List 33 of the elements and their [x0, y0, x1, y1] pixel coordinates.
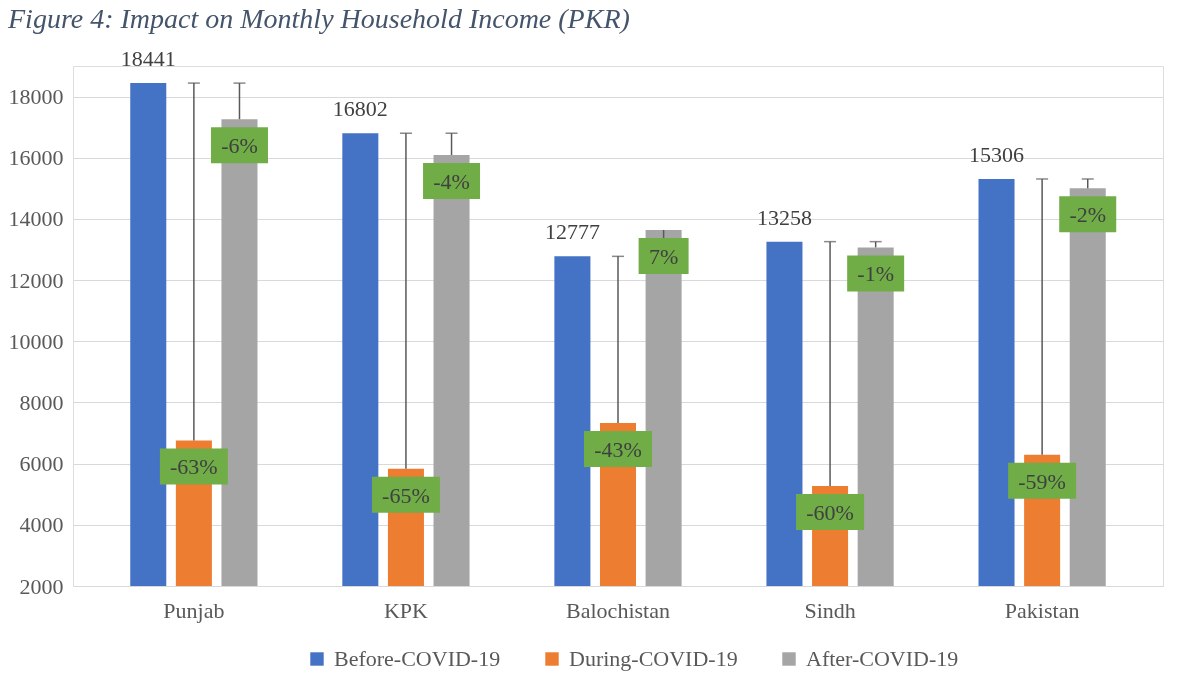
annotation: -2% — [1069, 202, 1107, 228]
y-tick-label: 2000 — [19, 573, 64, 599]
legend-label: During-COVID-19 — [569, 646, 738, 671]
x-tick-label: Punjab — [163, 597, 225, 623]
x-tick-label: Balochistan — [566, 597, 670, 623]
annotation: -60% — [806, 499, 854, 525]
data-label: 13258 — [756, 204, 812, 230]
annotation: -65% — [382, 482, 430, 508]
x-tick-label: Pakistan — [1004, 597, 1080, 623]
x-tick-label: KPK — [383, 597, 429, 623]
y-tick-label: 16000 — [8, 145, 64, 171]
x-tick-label: Sindh — [804, 597, 856, 623]
annotation: -43% — [594, 436, 642, 462]
data-label: 12777 — [544, 219, 600, 245]
y-tick-label: 6000 — [19, 451, 64, 477]
y-tick-label: 14000 — [8, 206, 64, 232]
annotation: -4% — [433, 169, 470, 195]
y-tick-label: 4000 — [19, 512, 64, 538]
y-tick-label: 8000 — [19, 389, 64, 415]
annotation: -1% — [857, 261, 894, 287]
annotation: 7% — [648, 243, 679, 269]
annotation: -59% — [1018, 468, 1066, 494]
annotation: -6% — [221, 133, 258, 159]
legend-label: Before-COVID-19 — [334, 646, 501, 671]
data-label: 16802 — [332, 96, 388, 122]
data-label: 18441 — [120, 46, 176, 72]
chart-title: Figure 4: Impact on Monthly Household Income (PKR) — [7, 3, 630, 35]
y-tick-label: 10000 — [8, 328, 64, 354]
y-tick-label: 18000 — [8, 84, 64, 110]
annotation: -63% — [170, 454, 218, 480]
y-tick-label: 12000 — [8, 267, 64, 293]
data-label: 15306 — [969, 141, 1025, 167]
legend-label: After-COVID-19 — [806, 646, 959, 671]
